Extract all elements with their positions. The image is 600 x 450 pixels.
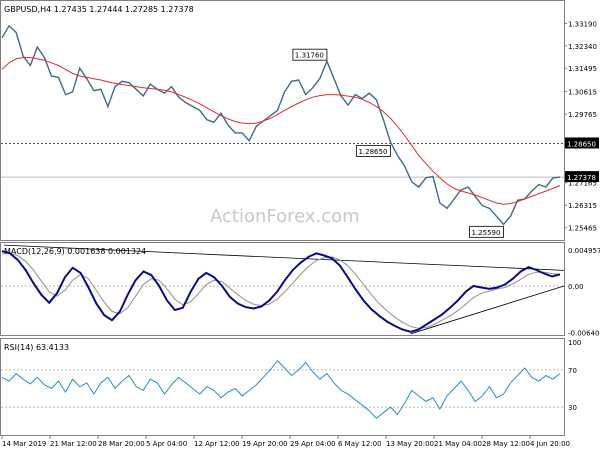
price-tick-label: 1.27165: [568, 180, 597, 188]
price-tick-label: 1.30615: [568, 89, 597, 97]
annotation-label: 1.28650: [358, 148, 387, 156]
x-tick-label: 28 Mar 20:00: [98, 440, 145, 448]
series-rsi-line: [1, 359, 561, 419]
series-signal-line: [1, 252, 561, 329]
macd-tick-label: 0.004957: [568, 247, 600, 255]
macd-series-group: [1, 244, 565, 335]
annotation-label: 1.25590: [471, 229, 500, 237]
grid-lines: [1, 22, 567, 439]
x-tick-label: 21 May 04:00: [434, 440, 482, 448]
annotation-label: 1.31760: [295, 52, 324, 60]
rsi-tick-label: 100: [568, 339, 581, 347]
price-tick-label: 1.32340: [568, 43, 597, 51]
x-tick-label: 19 Apr 20:00: [242, 440, 288, 448]
series-price-line: [1, 24, 561, 226]
x-tick-label: 21 Mar 12:00: [50, 440, 97, 448]
price-panel-frame: [0, 0, 565, 241]
x-tick-label: 29 Apr 04:00: [290, 440, 336, 448]
last-price-axis-label: 1.27378: [567, 174, 596, 182]
x-tick-label: 5 Apr 04:00: [146, 440, 187, 448]
x-tick-label: 13 May 20:00: [386, 440, 434, 448]
price-tick-label: 1.31495: [568, 65, 597, 73]
price-tick-label: 1.29765: [568, 111, 597, 119]
annotation-box: [292, 48, 328, 61]
macd-tick-label: -0.006404: [568, 330, 600, 338]
price-series-group: [1, 24, 561, 226]
macd-panel-frame: [0, 242, 565, 336]
price-tick-label: 1.25465: [568, 225, 597, 233]
rsi-panel-frame: [0, 338, 565, 436]
axis-labels: 1.33190 1.32340 1.31495 1.30615 1.29765 1.286…: [2, 20, 600, 448]
rsi-tick-label: 70: [568, 367, 577, 375]
x-tick-label: 28 May 12:00: [482, 440, 530, 448]
price-tick-label: 1.26315: [568, 202, 597, 210]
annotation-box: [468, 225, 504, 238]
macd-trendline-upper: [3, 244, 565, 271]
price-tick-label: 1.33190: [568, 20, 597, 28]
series-macd-line: [1, 250, 561, 333]
annotation-box: [355, 144, 391, 157]
level-axis-label-bg: [565, 137, 599, 149]
macd-trendline-lower: [410, 285, 565, 335]
last-price-axis-label-bg: [565, 171, 599, 183]
rsi-tick-label: 30: [568, 404, 577, 412]
macd-title: MACD(12,26,9) 0.001638 0.001324: [4, 247, 146, 256]
x-tick-label: 6 May 12:00: [338, 440, 382, 448]
macd-tick-label: 0.00: [568, 283, 584, 291]
level-axis-label: 1.28650: [567, 140, 596, 148]
rsi-series-group: [1, 359, 561, 419]
watermark: ActionForex.com: [210, 206, 360, 227]
price-title: GBPUSD,H4 1.27435 1.27444 1.27285 1.2737…: [4, 5, 194, 14]
series-ma-line: [1, 57, 561, 205]
x-tick-label: 12 Apr 12:00: [194, 440, 240, 448]
rsi-title: RSI(14) 63.4133: [4, 343, 69, 352]
x-tick-label: 14 Mar 2019: [2, 440, 46, 448]
x-tick-label: 4 Jun 20:00: [530, 440, 570, 448]
